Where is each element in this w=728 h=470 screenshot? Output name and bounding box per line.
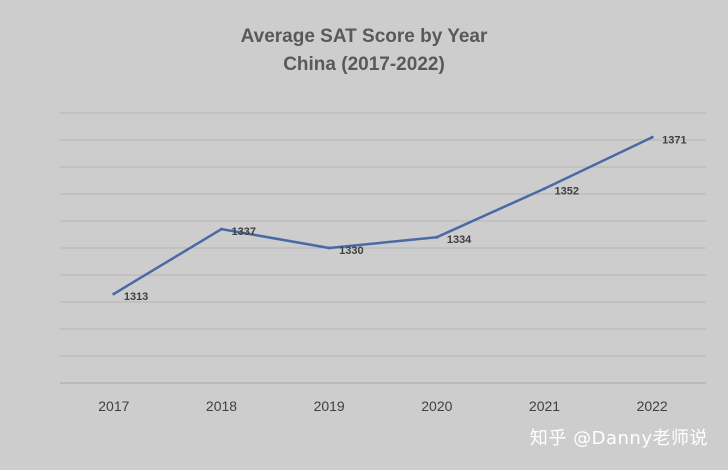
data-label: 1334 [447,234,472,246]
x-tick-label: 2018 [206,398,237,414]
x-tick-label: 2019 [314,398,345,414]
x-axis-ticks: 2017 2018 2019 2020 2021 2022 [98,398,668,414]
series-lines [112,135,654,296]
data-point [112,292,116,296]
chart-subtitle: China (2017-2022) [283,54,445,75]
gridlines [60,112,706,384]
data-point [543,187,546,191]
data-label: 1337 [232,226,256,238]
x-tick-label: 2022 [637,398,668,414]
x-tick-label: 2021 [529,398,560,414]
data-label: 1352 [555,186,579,198]
data-label: 1330 [339,245,363,257]
data-label: 1371 [662,134,686,146]
data-point [220,227,223,231]
series-line [113,136,653,295]
data-point [435,235,439,239]
data-point [327,246,331,250]
x-tick-label: 2017 [98,398,129,414]
x-tick-label: 2020 [421,398,452,414]
watermark: 知乎 @Danny老师说 [529,428,708,449]
data-point [650,135,654,139]
data-labels: 1313 1337 1330 1334 1352 1371 [124,134,687,303]
chart-title: Average SAT Score by Year [240,26,488,47]
data-label: 1313 [124,291,148,303]
